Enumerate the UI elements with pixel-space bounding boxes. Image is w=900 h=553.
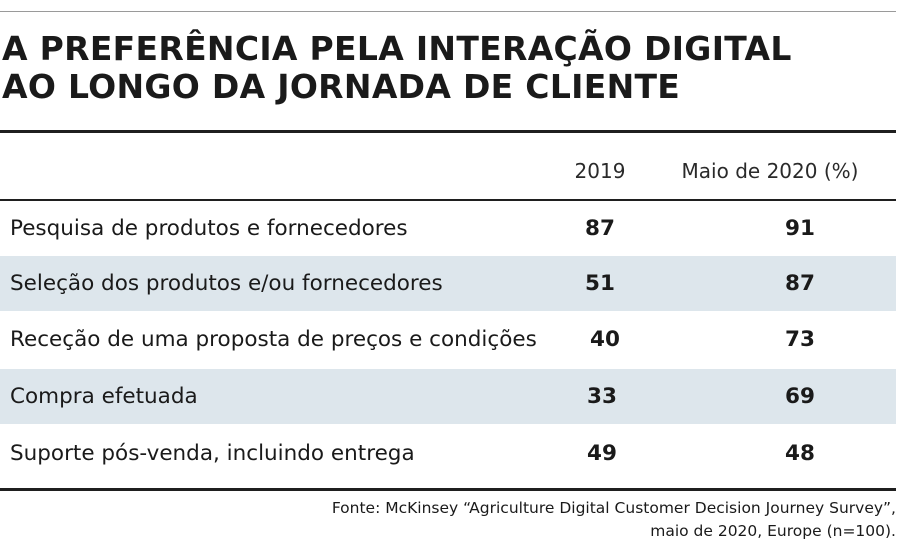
row-label: Receção de uma proposta de preços e cond… <box>10 327 537 352</box>
table-row: Suporte pós-venda, incluindo entrega 49 … <box>0 426 896 481</box>
row-label: Compra efetuada <box>10 384 198 409</box>
table-row: Receção de uma proposta de preços e cond… <box>0 312 896 367</box>
table-row: Seleção dos produtos e/ou fornecedores 5… <box>0 256 896 311</box>
row-label: Pesquisa de produtos e fornecedores <box>10 216 408 241</box>
value-2019: 51 <box>585 271 615 296</box>
header-rule <box>0 199 896 201</box>
table-top-rule <box>0 130 896 133</box>
table-row: Pesquisa de produtos e fornecedores 87 9… <box>0 201 896 256</box>
chart-title: A PREFERÊNCIA PELA INTERAÇÃO DIGITAL AO … <box>2 30 882 106</box>
title-line-1: A PREFERÊNCIA PELA INTERAÇÃO DIGITAL <box>2 29 792 68</box>
value-2019: 87 <box>585 216 615 241</box>
value-2020: 48 <box>785 441 815 466</box>
value-2019: 40 <box>590 327 620 352</box>
value-2020: 91 <box>785 216 815 241</box>
value-2019: 33 <box>587 384 617 409</box>
column-header-2019: 2019 <box>574 159 626 183</box>
column-header-2020: Maio de 2020 (%) <box>681 159 859 183</box>
source-line-1: Fonte: McKinsey “Agriculture Digital Cus… <box>331 499 896 517</box>
source-note: Fonte: McKinsey “Agriculture Digital Cus… <box>196 497 896 543</box>
table-row: Compra efetuada 33 69 <box>0 369 896 424</box>
top-divider <box>0 11 896 12</box>
table-bottom-rule <box>0 488 896 491</box>
value-2020: 87 <box>785 271 815 296</box>
value-2019: 49 <box>587 441 617 466</box>
row-label: Seleção dos produtos e/ou fornecedores <box>10 271 443 296</box>
value-2020: 69 <box>785 384 815 409</box>
source-line-2: maio de 2020, Europe (n=100). <box>650 522 896 540</box>
value-2020: 73 <box>785 327 815 352</box>
title-line-2: AO LONGO DA JORNADA DE CLIENTE <box>2 67 681 106</box>
row-label: Suporte pós-venda, incluindo entrega <box>10 441 415 466</box>
